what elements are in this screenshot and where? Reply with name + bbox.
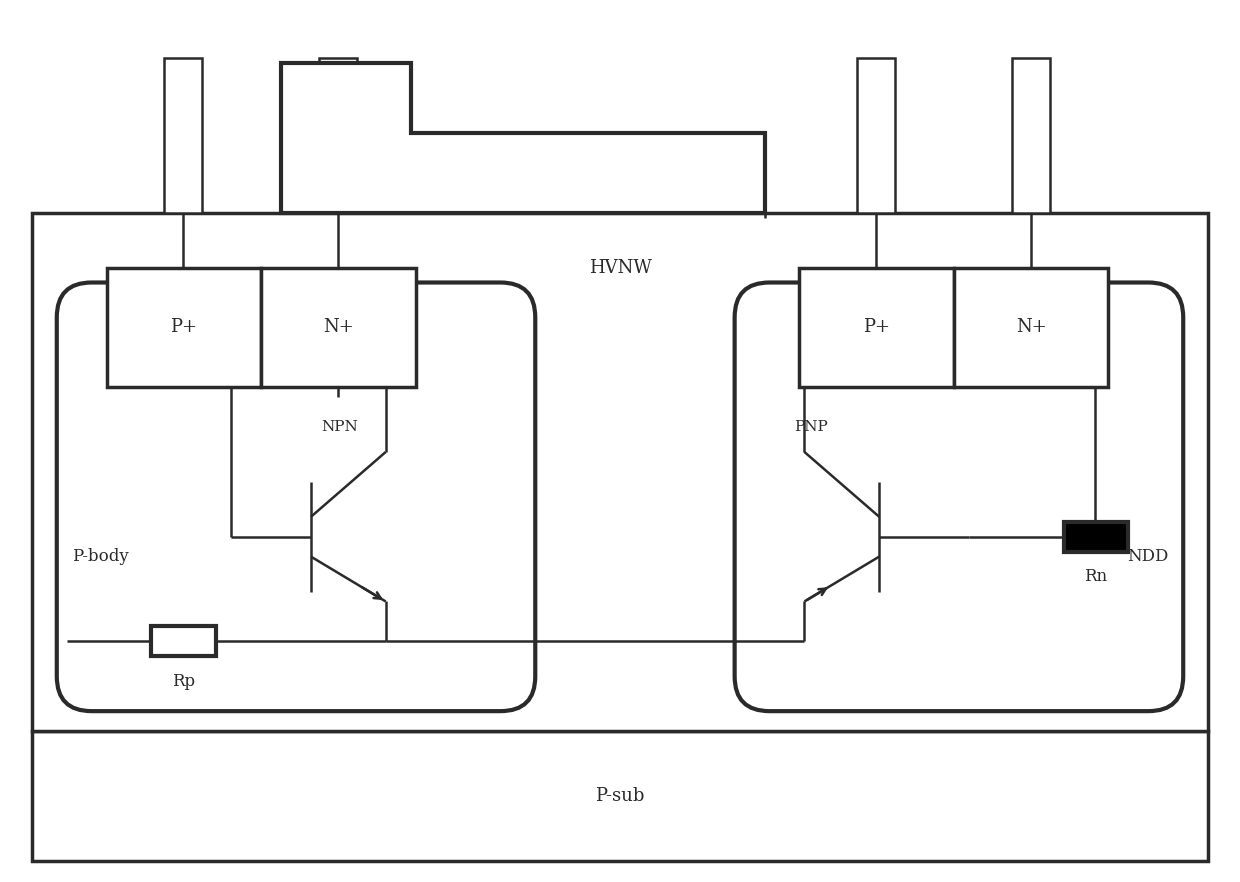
Bar: [32, 213, 1208, 731]
Bar: [107, 267, 262, 387]
Text: P+: P+: [863, 318, 890, 336]
Bar: [1012, 58, 1049, 213]
Text: HVNW: HVNW: [589, 258, 651, 277]
Text: Rn: Rn: [1085, 568, 1107, 585]
Text: PNP: PNP: [795, 420, 828, 434]
Text: NPN: NPN: [321, 420, 357, 434]
Bar: [954, 267, 1109, 387]
Text: NDD: NDD: [1127, 548, 1168, 565]
Bar: [1064, 522, 1128, 551]
Text: N+: N+: [322, 318, 353, 336]
Text: N+: N+: [1016, 318, 1047, 336]
Bar: [319, 58, 357, 213]
Text: P-body: P-body: [72, 548, 129, 565]
Polygon shape: [281, 64, 765, 213]
Text: P-sub: P-sub: [595, 787, 645, 805]
Bar: [262, 267, 415, 387]
Text: P+: P+: [170, 318, 197, 336]
Bar: [857, 58, 895, 213]
Bar: [800, 267, 954, 387]
FancyBboxPatch shape: [734, 282, 1183, 711]
Text: Rp: Rp: [172, 673, 196, 690]
Bar: [32, 731, 1208, 861]
Bar: [165, 58, 202, 213]
FancyBboxPatch shape: [57, 282, 536, 711]
Bar: [151, 626, 216, 656]
